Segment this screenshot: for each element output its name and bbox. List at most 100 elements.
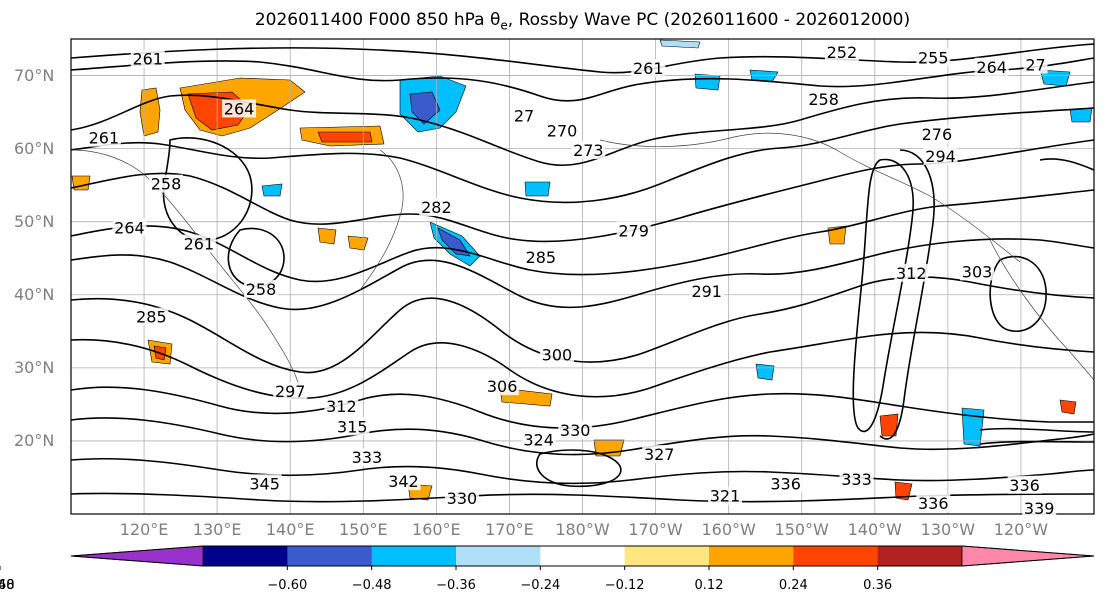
colorbar-segment xyxy=(709,546,794,566)
lon-label: 180°W xyxy=(555,520,610,539)
title-suffix: , Rossby Wave PC (2026011600 - 202601200… xyxy=(507,10,911,30)
colorbar-segment xyxy=(287,546,373,566)
colorbar-outline xyxy=(70,545,1095,567)
lat-label: 70°N xyxy=(14,65,55,85)
title-subscript: e xyxy=(500,18,508,33)
shading-patch xyxy=(347,235,369,251)
contour-label: 264 xyxy=(114,219,145,238)
lon-label: 130°E xyxy=(192,520,242,539)
lon-label: 170°W xyxy=(628,520,683,539)
contour-label: 339 xyxy=(1024,499,1055,518)
contour-line xyxy=(1039,158,1094,171)
contour-label-bg xyxy=(243,279,278,298)
contour-label: 258 xyxy=(246,280,277,299)
lon-label: 120°E xyxy=(119,520,169,539)
contour-label-bg xyxy=(444,488,479,507)
contour-label-bg xyxy=(523,247,558,266)
lon-label: 160°E xyxy=(412,520,461,539)
colorbar-tick-label: −0.12 xyxy=(604,578,645,593)
contour-label-bg xyxy=(181,234,216,253)
lat-label: 30°N xyxy=(14,357,55,377)
contour-label-bg xyxy=(1007,475,1042,494)
contour-label: 279 xyxy=(618,221,649,240)
lon-label: 150°E xyxy=(338,520,388,539)
contour-label: 27 xyxy=(1025,56,1045,75)
shading-patch xyxy=(1069,107,1093,123)
shading-patch xyxy=(524,181,551,197)
contour-label-bg xyxy=(768,474,803,493)
lat-label: 20°N xyxy=(14,430,55,450)
contour-label-bg xyxy=(707,486,742,505)
contour-label: 261 xyxy=(132,50,163,69)
shading-patch xyxy=(317,227,337,245)
contour-label-bg xyxy=(539,345,574,364)
shading-patch xyxy=(879,413,899,437)
colorbar-segment xyxy=(203,546,288,566)
map-title: 2026011400 F000 850 hPa θe, Rossby Wave … xyxy=(0,10,1105,32)
contour-line xyxy=(71,417,1094,456)
lon-label: 170°E xyxy=(485,520,534,539)
contour-label-bg xyxy=(839,469,874,488)
contour-label: 270 xyxy=(547,121,578,140)
contour-line xyxy=(852,158,914,433)
contour-label-bg xyxy=(419,198,454,217)
lon-label: 140°E xyxy=(265,520,315,539)
colorbar-extend-high xyxy=(961,545,1095,567)
contour-label: 306 xyxy=(487,377,518,396)
colorbar-segment xyxy=(793,546,879,566)
contour-label-bg xyxy=(1023,55,1048,74)
contour-line xyxy=(71,238,1094,311)
colorbar-tick-label: 0.48 xyxy=(0,578,15,593)
contour-label: 315 xyxy=(337,417,368,436)
contour-label: 324 xyxy=(523,430,554,449)
colorbar-tick-label: 0.24 xyxy=(778,578,808,593)
shading-patch xyxy=(437,227,471,257)
contour-label: 261 xyxy=(184,235,215,254)
contour-label-bg xyxy=(916,494,951,513)
contour-label-bg xyxy=(130,49,165,68)
contour-label-bg xyxy=(806,89,841,108)
contour-line xyxy=(71,107,1094,204)
contour-label: 321 xyxy=(710,487,741,506)
contour-label-bg xyxy=(485,377,520,396)
contour-label: 327 xyxy=(644,445,675,464)
colorbar-segment xyxy=(624,546,710,566)
title-main: 2026011400 F000 850 hPa θ xyxy=(254,10,501,30)
contour-label: 312 xyxy=(896,264,927,283)
contour-label: 276 xyxy=(922,125,953,144)
lat-label: 40°N xyxy=(14,284,55,304)
contour-label-bg xyxy=(689,282,724,301)
colorbar-segment xyxy=(456,546,541,566)
shading-patch xyxy=(409,91,441,125)
lat-label: 60°N xyxy=(14,138,55,158)
contour-label: 252 xyxy=(827,43,858,62)
contour-label-bg xyxy=(631,59,666,78)
colorbar-tick-label: 0.12 xyxy=(694,578,724,593)
contour-line xyxy=(71,457,1094,485)
coastline xyxy=(599,132,1021,263)
colorbar-segment xyxy=(540,546,626,566)
contour-label-bg xyxy=(335,417,370,436)
contour-line xyxy=(535,449,622,488)
shading-patch xyxy=(694,73,721,91)
colorbar-tick-label: −0.48 xyxy=(351,578,392,593)
colorbar-tick-label: 0.36 xyxy=(863,578,893,593)
contour-label-bg xyxy=(824,43,859,62)
colorbar-tick-label: −0.36 xyxy=(436,578,476,593)
contour-label: 27 xyxy=(514,107,534,126)
shading-patch xyxy=(317,131,373,143)
colorbar-tick-label: −0.60 xyxy=(267,578,308,593)
contour-label: 294 xyxy=(925,147,956,166)
contour-label-bg xyxy=(112,218,147,237)
colorbar-tick-label: 0.60 xyxy=(0,578,15,593)
contour-label-bg xyxy=(916,48,951,67)
contour-line xyxy=(71,189,1094,283)
contour-label-bg xyxy=(974,57,1009,76)
contour-label: 300 xyxy=(542,346,573,365)
contour-label-bg xyxy=(324,396,359,415)
contour-label: 285 xyxy=(136,308,167,327)
contour-line xyxy=(71,386,1094,429)
contour-label: 261 xyxy=(633,59,664,78)
